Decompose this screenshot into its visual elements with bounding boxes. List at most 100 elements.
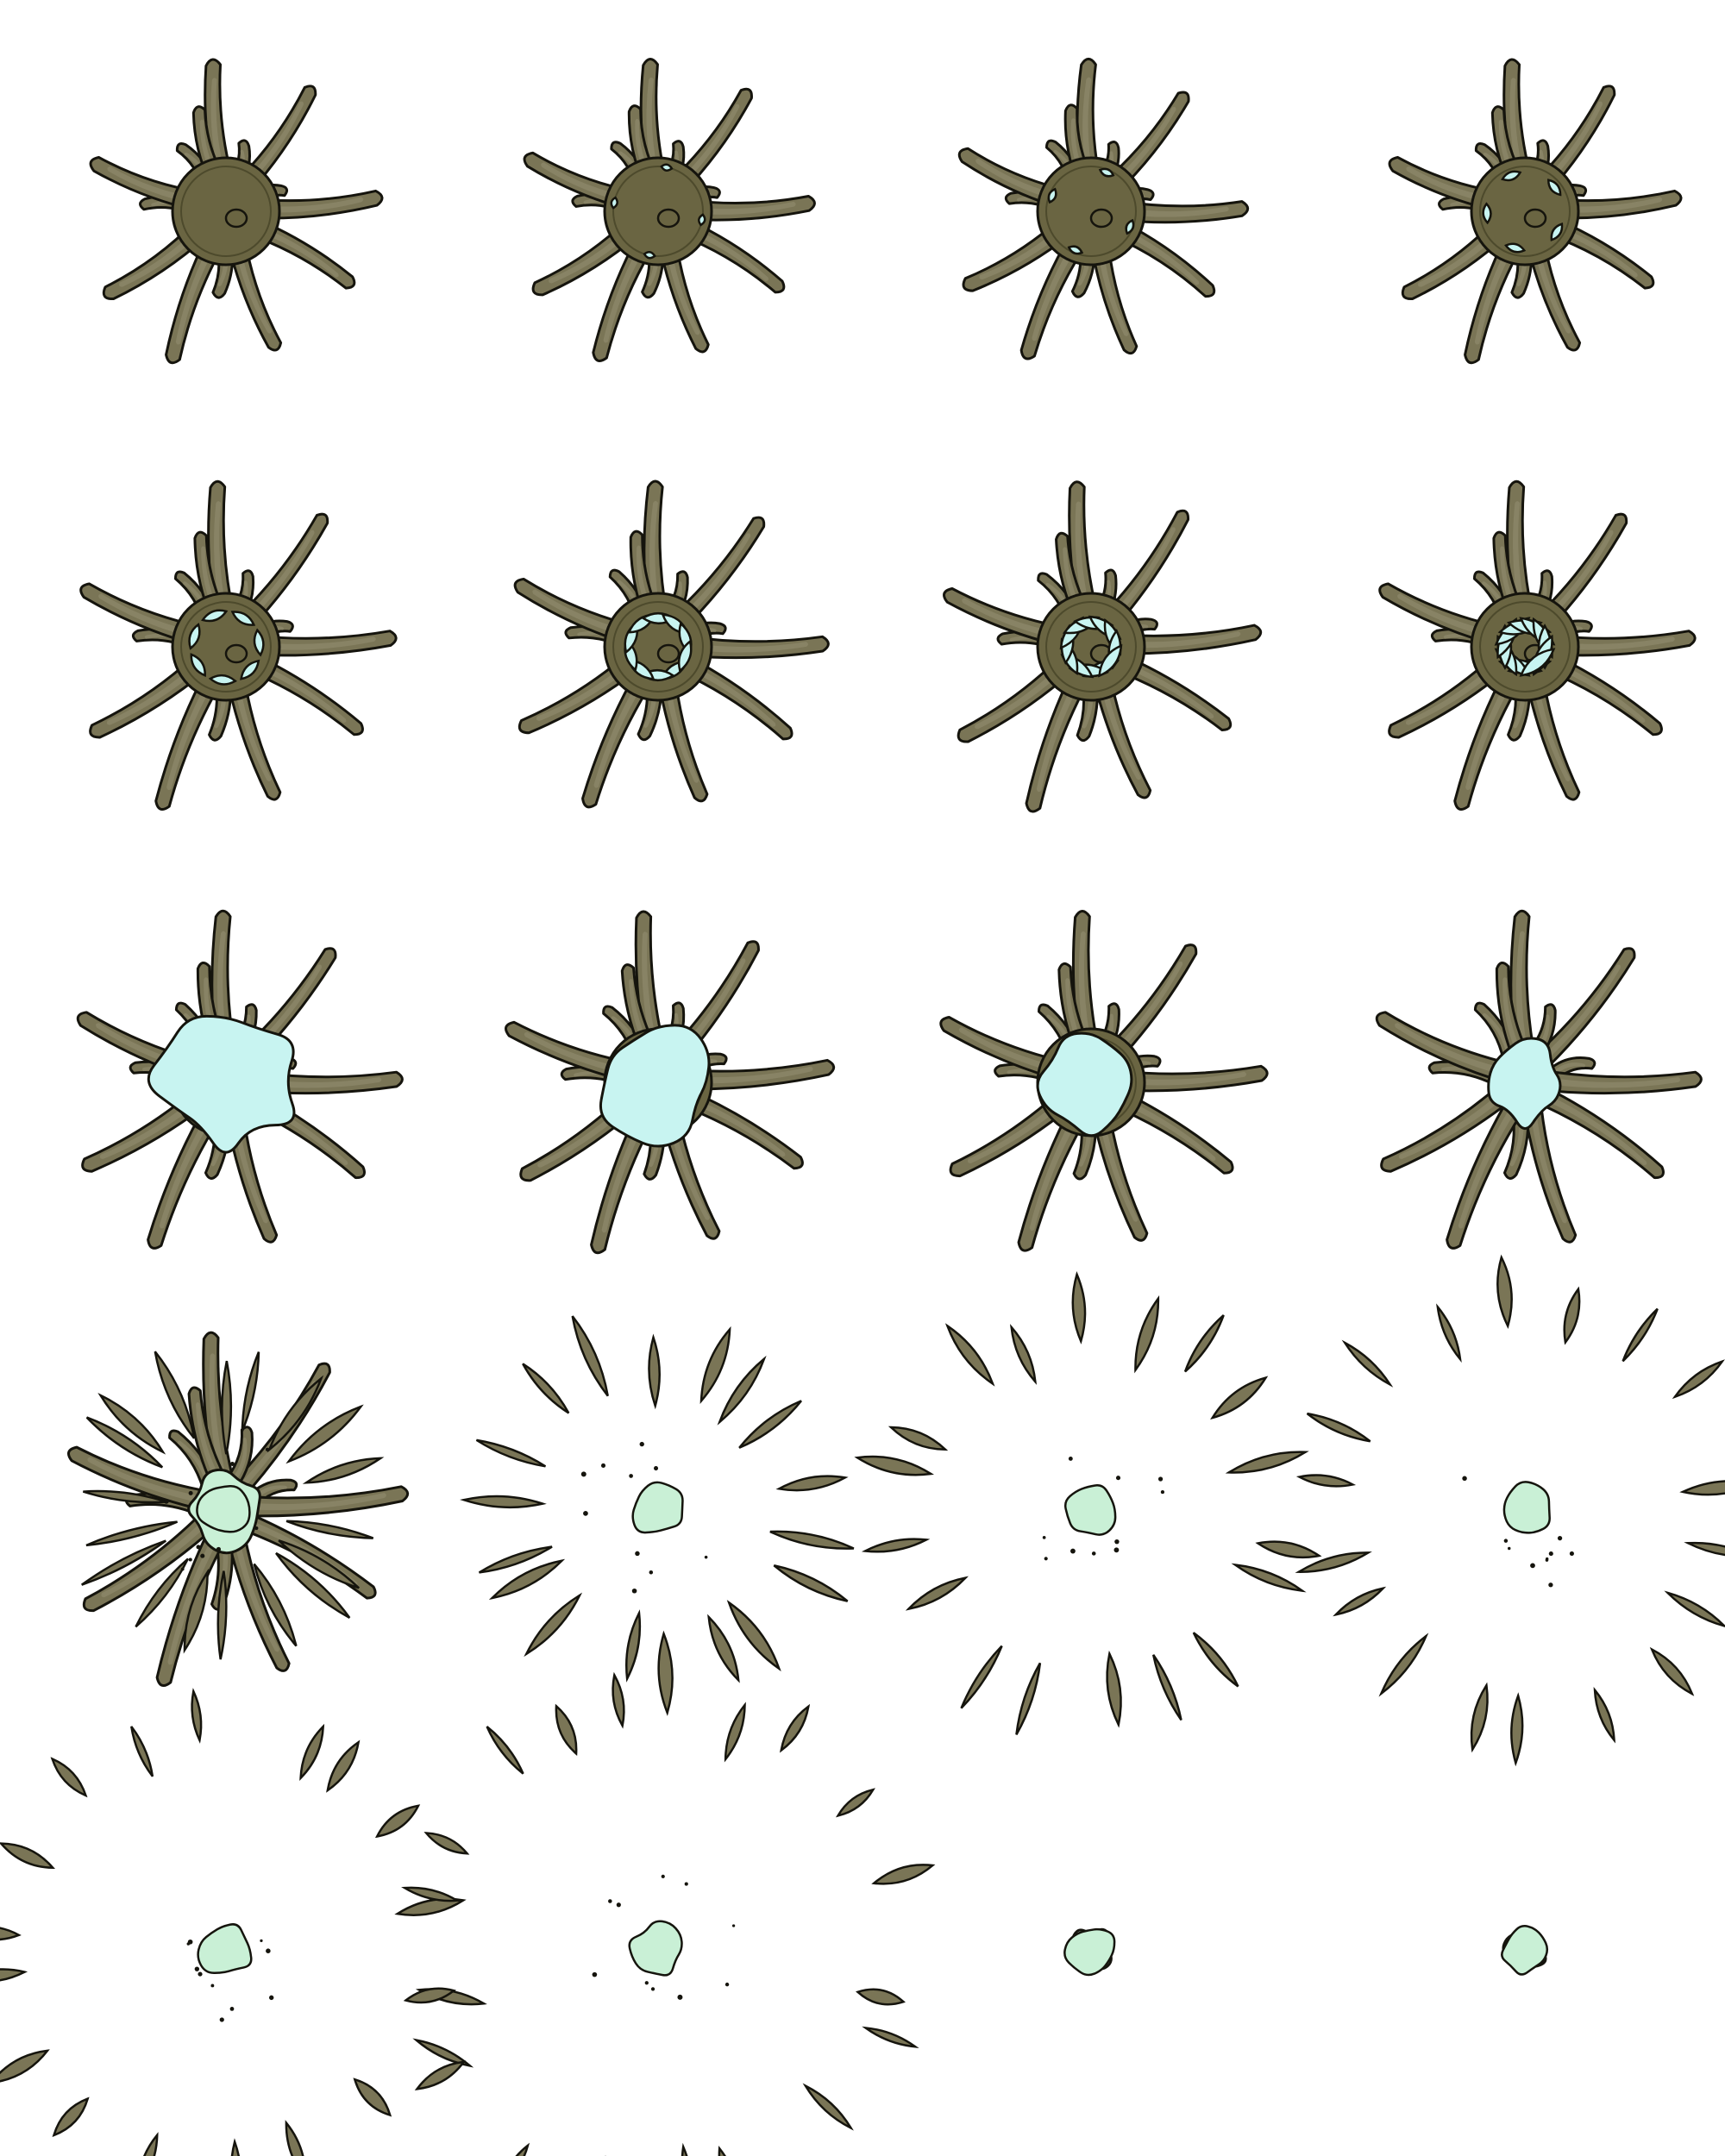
goo-tendril [188,623,201,650]
tentacle-highlight [687,1066,813,1084]
splatter-drop [775,1475,849,1492]
sprite-frame-18 [401,1671,936,2156]
splatter-drop [515,2142,530,2156]
splatter-drop [0,2049,50,2083]
sprite-frame-1 [89,58,384,365]
tentacle-highlight [1075,501,1092,617]
goo-tendril [1125,218,1135,235]
splatter-speck [216,1546,222,1552]
sprite-frame-7 [943,480,1263,813]
tentacle [254,189,384,220]
tentacle-highlight [687,642,808,653]
tentacle-highlight [255,636,376,650]
tentacle-highlight [958,1027,1064,1075]
splatter-speck [704,1555,708,1559]
splatter-speck [1548,1551,1553,1557]
splatter-speck [635,1551,640,1557]
tentacle-highlight [1554,636,1675,650]
tentacle [656,672,709,803]
sprite-frame-19 [1063,1927,1116,1977]
tentacle-highlight [663,674,699,783]
goo-tendril [1550,222,1564,241]
splatter-drop [285,1520,374,1539]
tentacle-highlight [1115,659,1214,719]
splatter-drop [81,1539,166,1586]
tentacle-highlight [1397,593,1498,639]
tentacle [957,655,1074,743]
splatter-drop [1510,1692,1524,1767]
tentacle-highlight [101,1523,204,1598]
splatter-speck [219,2017,224,2022]
splatter-drop [779,1703,811,1753]
tentacle [82,1517,209,1613]
tentacle [1017,1105,1090,1252]
splatter-drop [50,1757,88,1798]
sprite-frame-14 [460,1315,855,1716]
sprite-frame-13 [67,1331,410,1687]
splatter-drop [856,1988,906,2006]
splatter-drop [143,2132,159,2156]
goo-tendrils [610,163,706,260]
tentacle-highlight [681,661,776,727]
creature-nucleus [1089,208,1113,229]
sprite-frame-10 [505,910,836,1255]
sprite-frame-17 [0,1688,487,2156]
tentacle-highlight [601,1109,651,1233]
tentacle [1090,1106,1149,1242]
splatter-drop [488,1558,566,1601]
creature-core [171,156,281,266]
splatter-drop [1496,1254,1513,1329]
tentacle [1119,1064,1269,1093]
splatter-drop [738,1400,802,1449]
splatter-drop [1649,1646,1695,1696]
goo-tendril [643,251,656,260]
tentacle [1380,1088,1506,1173]
tentacle [939,1016,1069,1081]
splatter-speck [650,1987,656,1991]
splatter-speck [583,1511,588,1516]
sprite-frame-2 [523,58,816,362]
tentacle-highlight [577,630,629,645]
tentacle-highlight [524,1031,631,1075]
tentacle [1057,962,1094,1056]
tentacle [187,1386,228,1484]
splatter-drop [1306,1412,1371,1443]
splatter-particles [81,1351,385,1660]
tentacle [1543,1090,1665,1180]
splatter-drop [478,1545,553,1574]
splatter-drop [85,1416,164,1469]
tentacle [235,85,317,193]
splatter-drop [1470,1682,1489,1753]
tentacle [686,194,816,222]
creature-nucleus [1523,208,1547,229]
splatter-speck [266,1948,271,1953]
tentacle [245,654,364,736]
splatter-speck [265,1447,270,1451]
tentacle [1100,509,1190,629]
splatter-speck [1114,1539,1120,1545]
tentacle-highlight [249,660,347,724]
sprite-frame-15 [854,1271,1322,1735]
tentacle-highlight [1552,1062,1586,1077]
splatter-drop [625,1609,642,1683]
splatter-drop [401,1886,461,1902]
splatter-speck [180,1567,185,1571]
splatter-drop [1225,1451,1309,1474]
creature-nucleus [224,643,248,664]
tentacle-highlight [682,1094,786,1157]
goo-tendrils [624,611,693,682]
splatter-drop [871,1864,936,1885]
splatter-drop [267,1375,324,1453]
splatter-particles [854,1271,1322,1735]
tentacle-highlight [1120,1071,1247,1086]
splatter-drop [52,2096,90,2138]
splatter-speck [194,1966,200,1971]
tentacle-highlight [175,238,219,345]
splatter-drop [1231,1563,1307,1593]
splatter-drop [1295,1474,1357,1488]
tentacle [1119,624,1263,655]
splatter-speck [661,1874,665,1878]
tentacle [254,1070,404,1095]
tentacle [81,1088,207,1173]
